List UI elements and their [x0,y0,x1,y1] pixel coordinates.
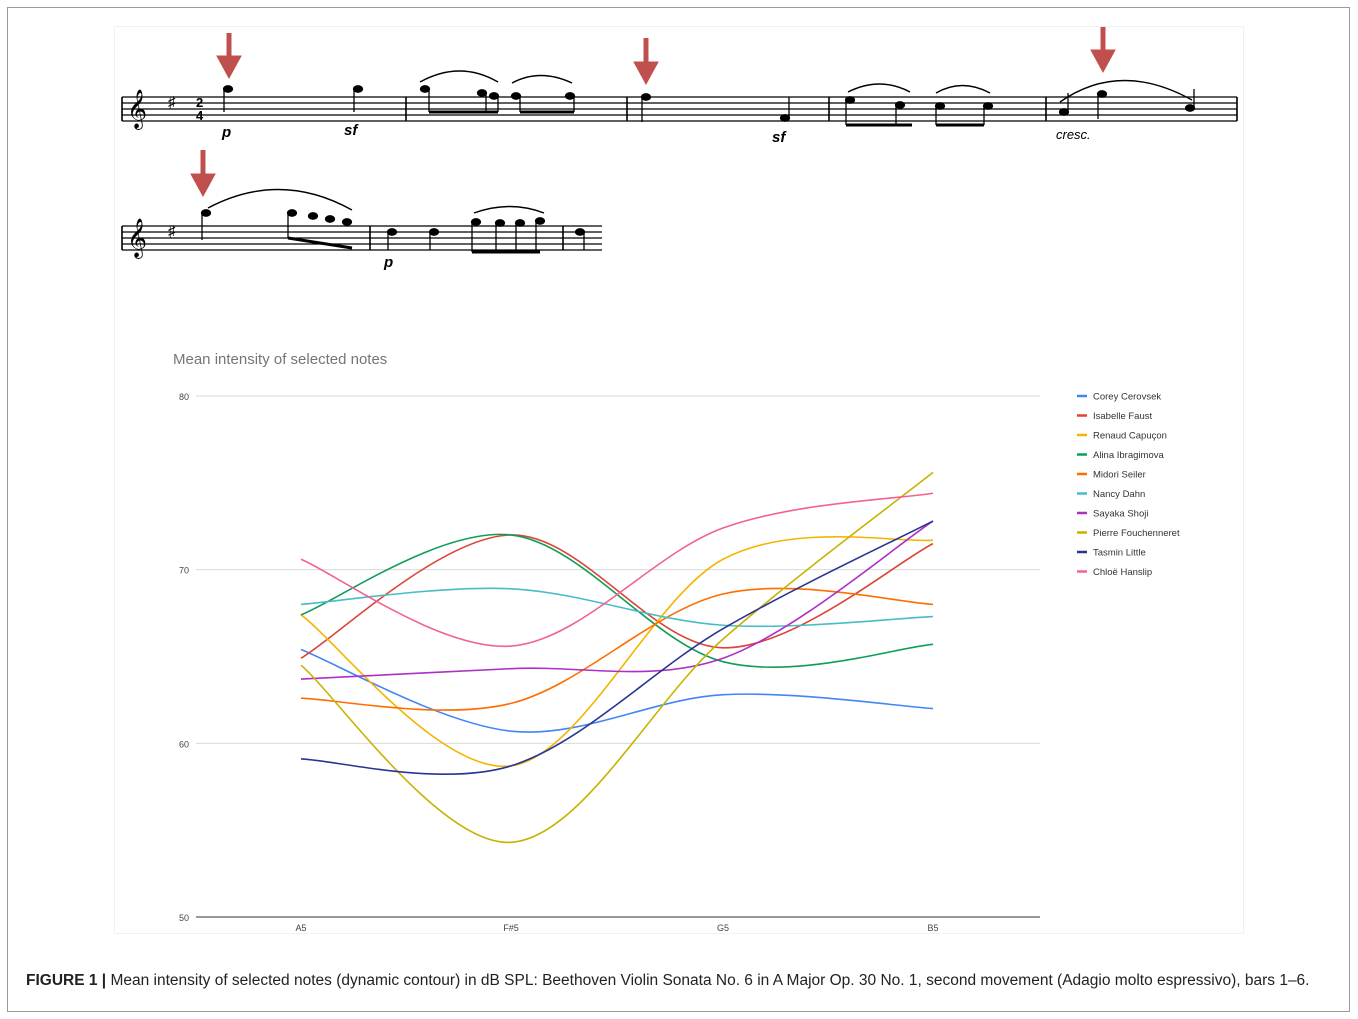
series-line-alina-ibragimova [300,533,934,668]
y-tick-label: 80 [179,392,189,402]
legend-label: Corey Cerovsek [1093,392,1161,403]
barlines-1 [121,97,1238,121]
caption-text: Mean intensity of selected notes (dynami… [110,972,1310,989]
caption-label: FIGURE 1 | [26,972,107,989]
down-arrow-icon-4 [190,150,216,198]
score-excerpt: 𝄞 ♯ 2 4 p sf sf cresc. [121,27,1238,271]
barlines-2 [121,226,564,250]
notes-2 [200,209,586,254]
notes-1 [222,85,1196,127]
dynamic-cresc: cresc. [1056,127,1091,142]
staff-line-1 [122,96,1237,122]
series-line-corey-cerovsek [300,648,934,733]
down-arrow-icon-2 [633,38,659,86]
series-line-pierre-fouchenneret [300,471,934,844]
dynamics-1: p sf sf cresc. [221,122,1091,146]
time-signature: 2 [196,95,203,110]
line-chart: Mean intensity of selected notes 50 60 70 8… [173,351,1180,933]
legend-label: Renaud Capuçon [1093,431,1167,442]
legend-label: Isabelle Faust [1093,411,1153,422]
legend-label: Midori Seiler [1093,470,1146,481]
down-arrow-icon-1 [216,33,242,80]
series-line-isabelle-faust [300,534,934,659]
series-line-tasmin-little [300,520,934,776]
legend-label: Alina Ibragimova [1093,450,1164,461]
series-line-renaud-capu-on [300,535,934,767]
slurs-2 [207,188,545,214]
figure-caption: FIGURE 1 | Mean intensity of selected no… [26,970,1326,992]
legend-label: Tasmin Little [1093,548,1146,559]
legend-label: Chloë Hanslip [1093,567,1152,578]
down-arrow-icon-3 [1090,27,1116,74]
arrow-icons [190,27,1116,198]
series-line-midori-seiler [300,587,934,711]
treble-clef-icon-2: 𝄞 [127,219,147,259]
x-tick-label: G5 [717,923,729,933]
x-tick-label: B5 [927,923,938,933]
legend-label: Nancy Dahn [1093,489,1145,500]
dynamic-sf-2: sf [772,129,787,146]
slurs-1 [419,70,1193,103]
time-signature-lower: 4 [196,108,204,123]
series-line-nancy-dahn [300,587,934,628]
x-tick-label: F#5 [503,923,519,933]
y-tick-label: 60 [179,739,189,749]
key-signature-sharp-icon-2: ♯ [168,223,176,240]
dynamic-sf-1: sf [344,122,359,139]
x-tick-label: A5 [295,923,306,933]
series-line-chlo-hanslip [300,492,934,647]
figure-frame [7,7,1350,1012]
key-signature-sharp-icon: ♯ [168,94,176,111]
y-tick-label: 70 [179,566,189,576]
series-line-sayaka-shoji [300,520,934,680]
treble-clef-icon: 𝄞 [127,90,147,130]
dynamic-p-2: p [383,254,393,271]
legend-label: Sayaka Shoji [1093,509,1148,520]
chart-title: Mean intensity of selected notes [173,351,387,368]
legend-label: Pierre Fouchenneret [1093,528,1180,539]
dynamic-p-1: p [221,124,231,141]
figure-panel [115,27,1243,933]
y-tick-label: 50 [179,913,189,923]
